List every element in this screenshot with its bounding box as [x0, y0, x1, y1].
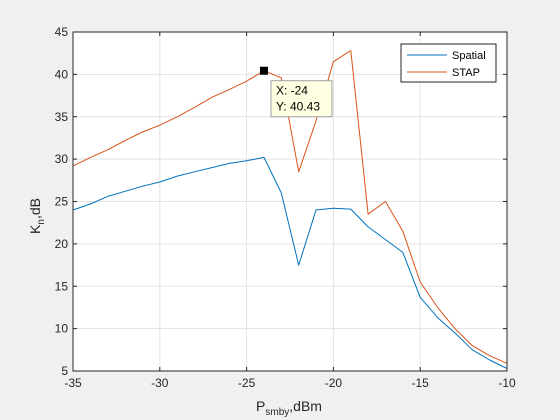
x-tick-label: -10: [498, 376, 516, 390]
y-tick-label: 35: [55, 110, 69, 124]
x-axis-label-unit: ,dBm: [289, 398, 322, 414]
x-axis-label: Psmby,dBm: [256, 398, 322, 418]
y-tick-label: 45: [55, 25, 69, 39]
legend-box: [400, 43, 497, 83]
datatip-y-value: Y: 40.43: [276, 100, 320, 114]
datatip[interactable]: X: -24 Y: 40.43: [259, 66, 333, 118]
x-tick-label: -30: [151, 376, 169, 390]
legend-label-spatial: Spatial: [452, 50, 486, 62]
y-axis-label-main: K: [27, 224, 43, 234]
y-tick-label: 15: [55, 279, 69, 293]
series-line-spatial: [72, 156, 508, 369]
y-axis-label-unit: ,dB: [27, 198, 43, 219]
datatip-box: [270, 80, 333, 118]
x-axis-label-main: P: [256, 398, 265, 414]
y-tick-label: 25: [55, 195, 69, 209]
series-line-stap: [72, 50, 508, 364]
y-axis-label-subscript: n: [36, 219, 47, 225]
x-tick-label: -35: [64, 376, 82, 390]
y-tick-label: 20: [55, 237, 69, 251]
y-tick-label: 5: [61, 364, 68, 378]
x-tick-label: -15: [412, 376, 430, 390]
x-axis-label-subscript: smby: [265, 407, 289, 418]
y-tick-label: 30: [55, 152, 69, 166]
y-axis-label: Kn,dB: [27, 198, 47, 234]
datatip-marker[interactable]: [259, 66, 268, 75]
axis-ticks: -35 -30 -25 -20 -15 -10 5 10 15 20 25 30 35 40 45: [55, 25, 516, 390]
x-tick-label: -20: [325, 376, 343, 390]
x-tick-label: -25: [238, 376, 256, 390]
y-tick-label: 10: [55, 322, 69, 336]
datatip-x-value: X: -24: [276, 84, 308, 98]
legend[interactable]: Spatial STAP: [400, 43, 497, 83]
y-tick-label: 40: [55, 67, 69, 81]
series-layer: [72, 50, 508, 369]
legend-label-stap: STAP: [452, 67, 480, 79]
